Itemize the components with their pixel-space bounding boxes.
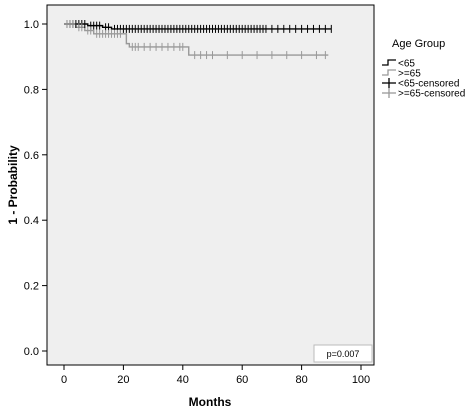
y-tick-label: 0.0 <box>24 346 39 358</box>
legend-label: >=65 <box>398 69 421 80</box>
p-value-box <box>313 344 373 363</box>
y-tick-label: 1.0 <box>24 19 39 31</box>
x-tick-label: 40 <box>177 374 189 386</box>
y-tick-label: 0.4 <box>24 215 39 227</box>
p-value-annotation: p=0.007 <box>327 349 360 359</box>
x-tick-label: 80 <box>295 374 307 386</box>
y-tick-label: 0.2 <box>24 281 39 293</box>
censor-layer <box>66 20 332 60</box>
y-axis-title: 1 - Probability <box>6 145 20 225</box>
legend: <65>=65<65-censored>=65-censored <box>382 59 465 100</box>
y-axis: 0.0 0.2 0.4 0.6 0.8 1.0 <box>24 19 47 358</box>
x-tick-label: 0 <box>61 374 67 386</box>
legend-line-swatch <box>382 59 396 66</box>
survival-curve-65-plus <box>64 23 329 56</box>
x-tick-label: 60 <box>236 374 248 386</box>
x-axis: 0 20 40 60 80 100 <box>61 365 370 386</box>
plot-area <box>46 4 375 366</box>
y-tick-label: 0.8 <box>24 84 39 96</box>
legend-line-swatch <box>382 69 396 76</box>
y-tick-label: 0.6 <box>24 150 39 162</box>
x-axis-title: Months <box>189 395 232 409</box>
series-layer <box>64 23 332 56</box>
legend-label: <65-censored <box>398 79 459 90</box>
survival-curve-under-65 <box>64 23 332 30</box>
x-tick-label: 100 <box>352 374 370 386</box>
legend-label: <65 <box>398 59 415 70</box>
x-tick-label: 20 <box>117 374 129 386</box>
legend-label: >=65-censored <box>398 89 465 100</box>
legend-title: Age Group <box>392 38 445 50</box>
